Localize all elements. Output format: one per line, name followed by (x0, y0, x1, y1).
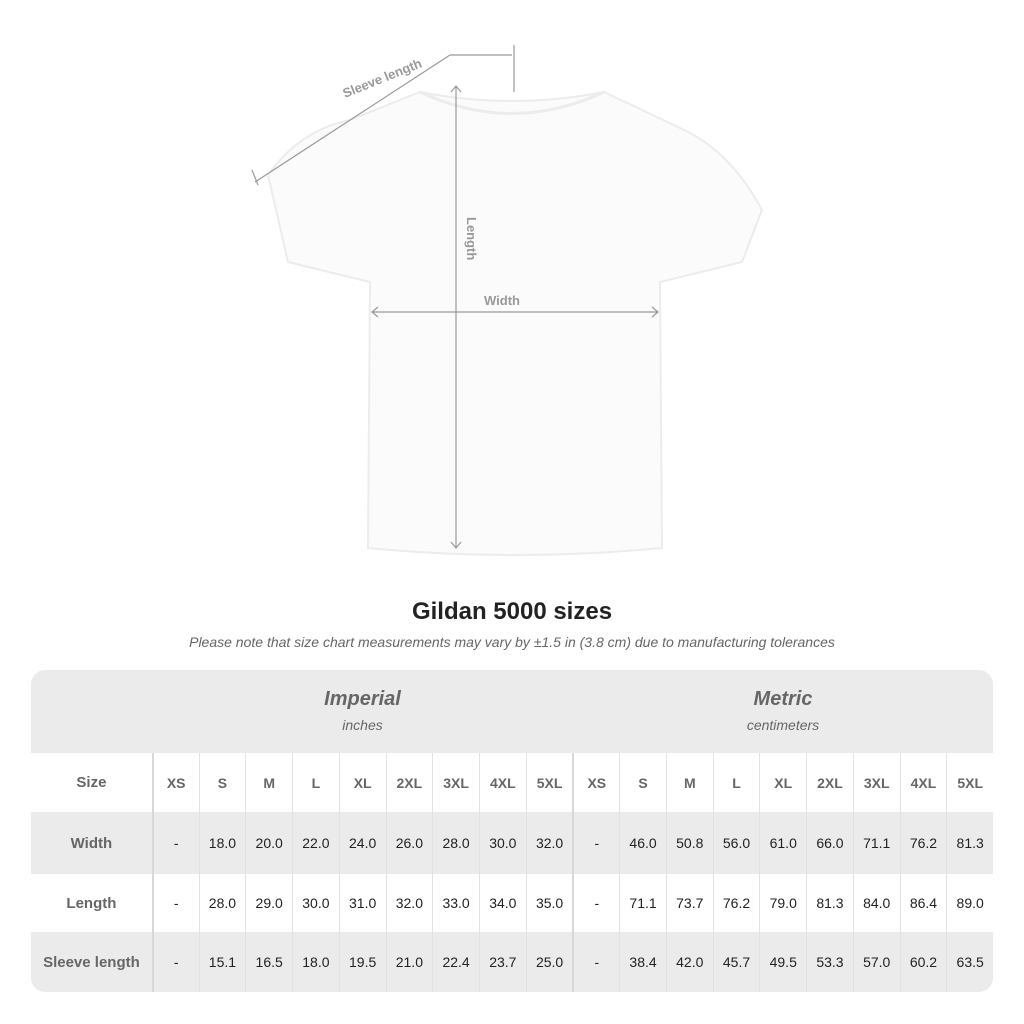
metric-unit: centimeters (746, 717, 820, 733)
metric-header: Metric centimeters (573, 688, 993, 733)
table-cell: 76.2 (712, 874, 760, 932)
row-label: Length (66, 894, 117, 912)
table-cell: 76.2 (899, 812, 947, 874)
size-header: 3XL (852, 753, 900, 812)
table-cell: - (572, 812, 619, 874)
size-table: Imperial inches Metric centimeters Size X… (31, 670, 993, 992)
size-header: 2XL (806, 753, 853, 812)
size-header: 4XL (478, 753, 526, 812)
size-header-row: Size XS S M L XL 2XL 3XL 4XL 5XL XS S M L XL 2XL 3XL 4XL 5… (31, 753, 993, 812)
table-cell: 15.1 (198, 932, 246, 992)
tolerance-note: Please note that size chart measurements… (189, 634, 835, 650)
table-cell: 22.4 (432, 932, 479, 992)
table-cell: 81.3 (946, 812, 993, 874)
table-cell: 38.4 (619, 932, 666, 992)
table-cell: 81.3 (806, 874, 853, 932)
table-cell: 35.0 (525, 874, 573, 932)
sleeve-label: Sleeve length (341, 55, 424, 100)
imperial-unit: inches (342, 717, 383, 733)
size-header: S (198, 753, 246, 812)
table-cell: 23.7 (478, 932, 526, 992)
size-header: XS (572, 753, 619, 812)
table-cell: 79.0 (759, 874, 806, 932)
table-row: Width -18.0 20.0 22.0 24.0 26.0 28.0 30.0 32.0-4… (31, 812, 993, 874)
table-cell: - (151, 812, 199, 874)
table-cell: 71.1 (619, 874, 666, 932)
tshirt-shape (266, 90, 764, 556)
size-header: L (712, 753, 760, 812)
sleeve-arrow (254, 54, 451, 183)
table-cell: 18.0 (198, 812, 246, 874)
size-header: 2XL (385, 753, 433, 812)
table-cell: 28.0 (432, 812, 479, 874)
table-cell: 19.5 (338, 932, 386, 992)
table-cell: 32.0 (525, 812, 573, 874)
table-row: Sleeve length -15.1 16.5 18.0 19.5 21.0 22.4 23… (31, 932, 993, 992)
metric-title: Metric (753, 688, 813, 710)
size-header: 4XL (899, 753, 947, 812)
table-cell: 45.7 (712, 932, 760, 992)
table-cell: 18.0 (292, 932, 339, 992)
table-cell: 29.0 (245, 874, 292, 932)
table-row: Length -28.0 29.0 30.0 31.0 32.0 33.0 34.0 35.0-… (31, 874, 993, 932)
length-label: Length (464, 217, 479, 260)
size-header: S (619, 753, 666, 812)
table-cell: - (151, 874, 199, 932)
table-cell: 24.0 (338, 812, 386, 874)
size-header: M (665, 753, 713, 812)
table-cell: 57.0 (852, 932, 900, 992)
table-cell: 22.0 (292, 812, 339, 874)
table-cell: 31.0 (338, 874, 386, 932)
table-cell: 73.7 (665, 874, 713, 932)
table-cell: 63.5 (946, 932, 993, 992)
table-cell: 42.0 (665, 932, 713, 992)
size-header: 3XL (432, 753, 479, 812)
size-header: L (292, 753, 339, 812)
row-label: Width (70, 834, 113, 852)
table-cell: 61.0 (759, 812, 806, 874)
size-header: XS (151, 753, 199, 812)
imperial-title: Imperial (324, 688, 401, 710)
table-cell: 25.0 (525, 932, 573, 992)
table-cell: 28.0 (198, 874, 246, 932)
table-cell: 46.0 (619, 812, 666, 874)
size-header: 5XL (946, 753, 993, 812)
tshirt-diagram: Sleeve length Length Width (251, 45, 764, 556)
size-header: 5XL (525, 753, 573, 812)
imperial-header: Imperial inches (152, 688, 573, 733)
table-cell: 33.0 (432, 874, 479, 932)
table-cell: - (572, 874, 619, 932)
table-cell: 50.8 (665, 812, 713, 874)
table-cell: 60.2 (899, 932, 947, 992)
table-cell: 16.5 (245, 932, 292, 992)
table-cell: 20.0 (245, 812, 292, 874)
size-header: XL (759, 753, 806, 812)
size-header: M (245, 753, 292, 812)
table-cell: 34.0 (478, 874, 526, 932)
table-cell: 84.0 (852, 874, 900, 932)
table-cell: - (151, 932, 199, 992)
row-label: Sleeve length (43, 953, 140, 971)
table-cell: 89.0 (946, 874, 993, 932)
table-cell: 26.0 (385, 812, 433, 874)
table-cell: 32.0 (385, 874, 433, 932)
row-label: Size (76, 774, 107, 791)
table-cell: 49.5 (759, 932, 806, 992)
table-cell: 71.1 (852, 812, 900, 874)
table-cell: 56.0 (712, 812, 760, 874)
table-cell: 30.0 (292, 874, 339, 932)
table-cell: 66.0 (806, 812, 853, 874)
table-cell: 86.4 (899, 874, 947, 932)
table-cell: 30.0 (478, 812, 526, 874)
size-header: XL (338, 753, 386, 812)
table-cell: 21.0 (385, 932, 433, 992)
table-cell: 53.3 (806, 932, 853, 992)
table-cell: - (572, 932, 619, 992)
page-title: Gildan 5000 sizes (411, 598, 613, 625)
width-label: Width (484, 293, 520, 308)
